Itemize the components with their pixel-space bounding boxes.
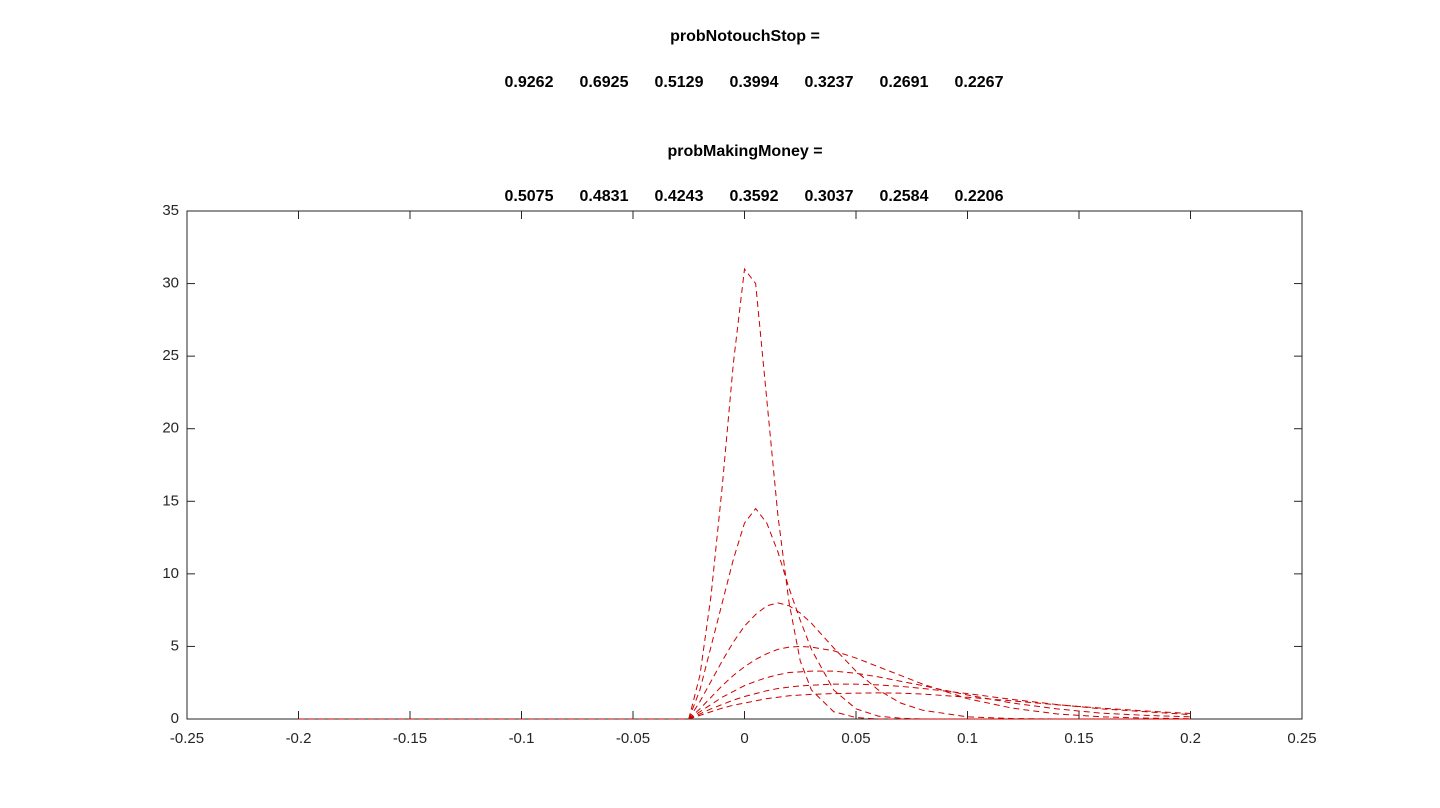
y-tick-label: 10 (162, 565, 179, 582)
y-tick-label: 15 (162, 492, 179, 509)
series-line (298, 602, 1191, 720)
x-tick-label: 0.2 (1180, 730, 1201, 747)
x-tick-label: -0.15 (393, 730, 427, 747)
annotation-value: 0.5129 (655, 74, 704, 91)
annotation-value: 0.5075 (505, 188, 554, 205)
x-tick-label: -0.2 (286, 730, 312, 747)
x-tick-label: 0.25 (1287, 730, 1316, 747)
x-tick-label: -0.05 (616, 730, 650, 747)
annotation-value: 0.3592 (730, 188, 779, 205)
x-tick-label: -0.25 (170, 730, 204, 747)
y-tick-label: 20 (162, 420, 179, 437)
y-tick-label: 30 (162, 275, 179, 292)
series-line (298, 645, 1191, 720)
annotation-value: 0.2584 (880, 188, 929, 205)
annotation-value: 0.2267 (955, 74, 1004, 91)
series-line (298, 507, 1191, 720)
annotation-value: 0.4831 (580, 188, 629, 205)
annotation-value: 0.3994 (730, 74, 779, 91)
y-tick-label: 25 (162, 347, 179, 364)
annotation-value: 0.4243 (655, 188, 704, 205)
axes-box (186, 210, 1303, 720)
series-line (298, 692, 1191, 720)
annotation-value: 0.2691 (880, 74, 929, 91)
annotation-value: 0.9262 (505, 74, 554, 91)
annotation-value: 0.6925 (580, 74, 629, 91)
x-tick-label: -0.1 (509, 730, 535, 747)
x-tick-label: 0.15 (1064, 730, 1093, 747)
annotation-value: 0.3237 (805, 74, 854, 91)
y-tick-label: 0 (171, 710, 179, 727)
annotation-value: 0.2206 (955, 188, 1004, 205)
annotation-title: probMakingMoney = (667, 143, 822, 160)
annotation-value: 0.3037 (805, 188, 854, 205)
series-line (298, 267, 1191, 720)
y-tick-label: 35 (162, 202, 179, 219)
annotation-title: probNotouchStop = (670, 28, 820, 45)
y-tick-label: 5 (171, 637, 179, 654)
series-line (298, 670, 1191, 720)
x-tick-label: 0 (740, 730, 748, 747)
x-tick-label: 0.1 (957, 730, 978, 747)
x-tick-label: 0.05 (841, 730, 870, 747)
